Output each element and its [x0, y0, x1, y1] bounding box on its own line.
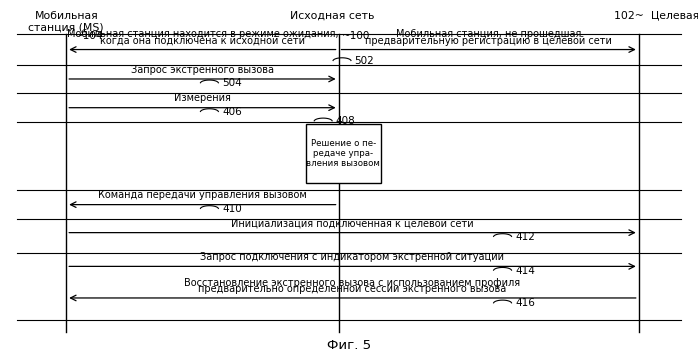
- Text: Мобильная
станция (MS): Мобильная станция (MS): [29, 11, 104, 32]
- Text: 416: 416: [515, 298, 535, 308]
- Text: ~100: ~100: [342, 31, 371, 41]
- Text: 408: 408: [336, 116, 355, 126]
- Text: 414: 414: [515, 266, 535, 276]
- Text: Инициализация подключенная к целевой сети: Инициализация подключенная к целевой сет…: [231, 218, 474, 228]
- Text: 102~  Целевая сеть: 102~ Целевая сеть: [614, 11, 698, 21]
- Text: 406: 406: [222, 107, 242, 117]
- Text: Измерения: Измерения: [174, 93, 231, 103]
- Text: 410: 410: [222, 204, 242, 214]
- Text: Исходная сеть: Исходная сеть: [290, 11, 374, 21]
- Text: предварительную регистрацию в целевой сети: предварительную регистрацию в целевой се…: [365, 36, 612, 46]
- Text: когда она подключена к исходной сети: когда она подключена к исходной сети: [100, 36, 305, 46]
- Text: Запрос подключения с индикатором экстренной ситуации: Запрос подключения с индикатором экстрен…: [200, 252, 505, 262]
- Text: Мобильная станция находится в режиме ожидания,: Мобильная станция находится в режиме ожи…: [66, 29, 339, 39]
- Text: Мобильная станция, не прошедшая: Мобильная станция, не прошедшая: [396, 29, 581, 39]
- Text: Команда передачи управления вызовом: Команда передачи управления вызовом: [98, 190, 307, 200]
- Text: 502: 502: [355, 56, 374, 66]
- Text: Запрос экстренного вызова: Запрос экстренного вызова: [131, 65, 274, 75]
- Text: ~104: ~104: [75, 31, 103, 41]
- Text: 504: 504: [222, 78, 242, 88]
- Text: Восстановление экстренного вызова с использованием профиля: Восстановление экстренного вызова с испо…: [184, 278, 521, 288]
- Text: Фиг. 5: Фиг. 5: [327, 339, 371, 352]
- Text: предварительно определенной сессии экстренного вызова: предварительно определенной сессии экстр…: [198, 284, 507, 294]
- Text: 412: 412: [515, 232, 535, 242]
- Text: Решение о пе-
редаче упра-
вления вызовом: Решение о пе- редаче упра- вления вызово…: [306, 139, 380, 168]
- FancyBboxPatch shape: [306, 124, 381, 183]
